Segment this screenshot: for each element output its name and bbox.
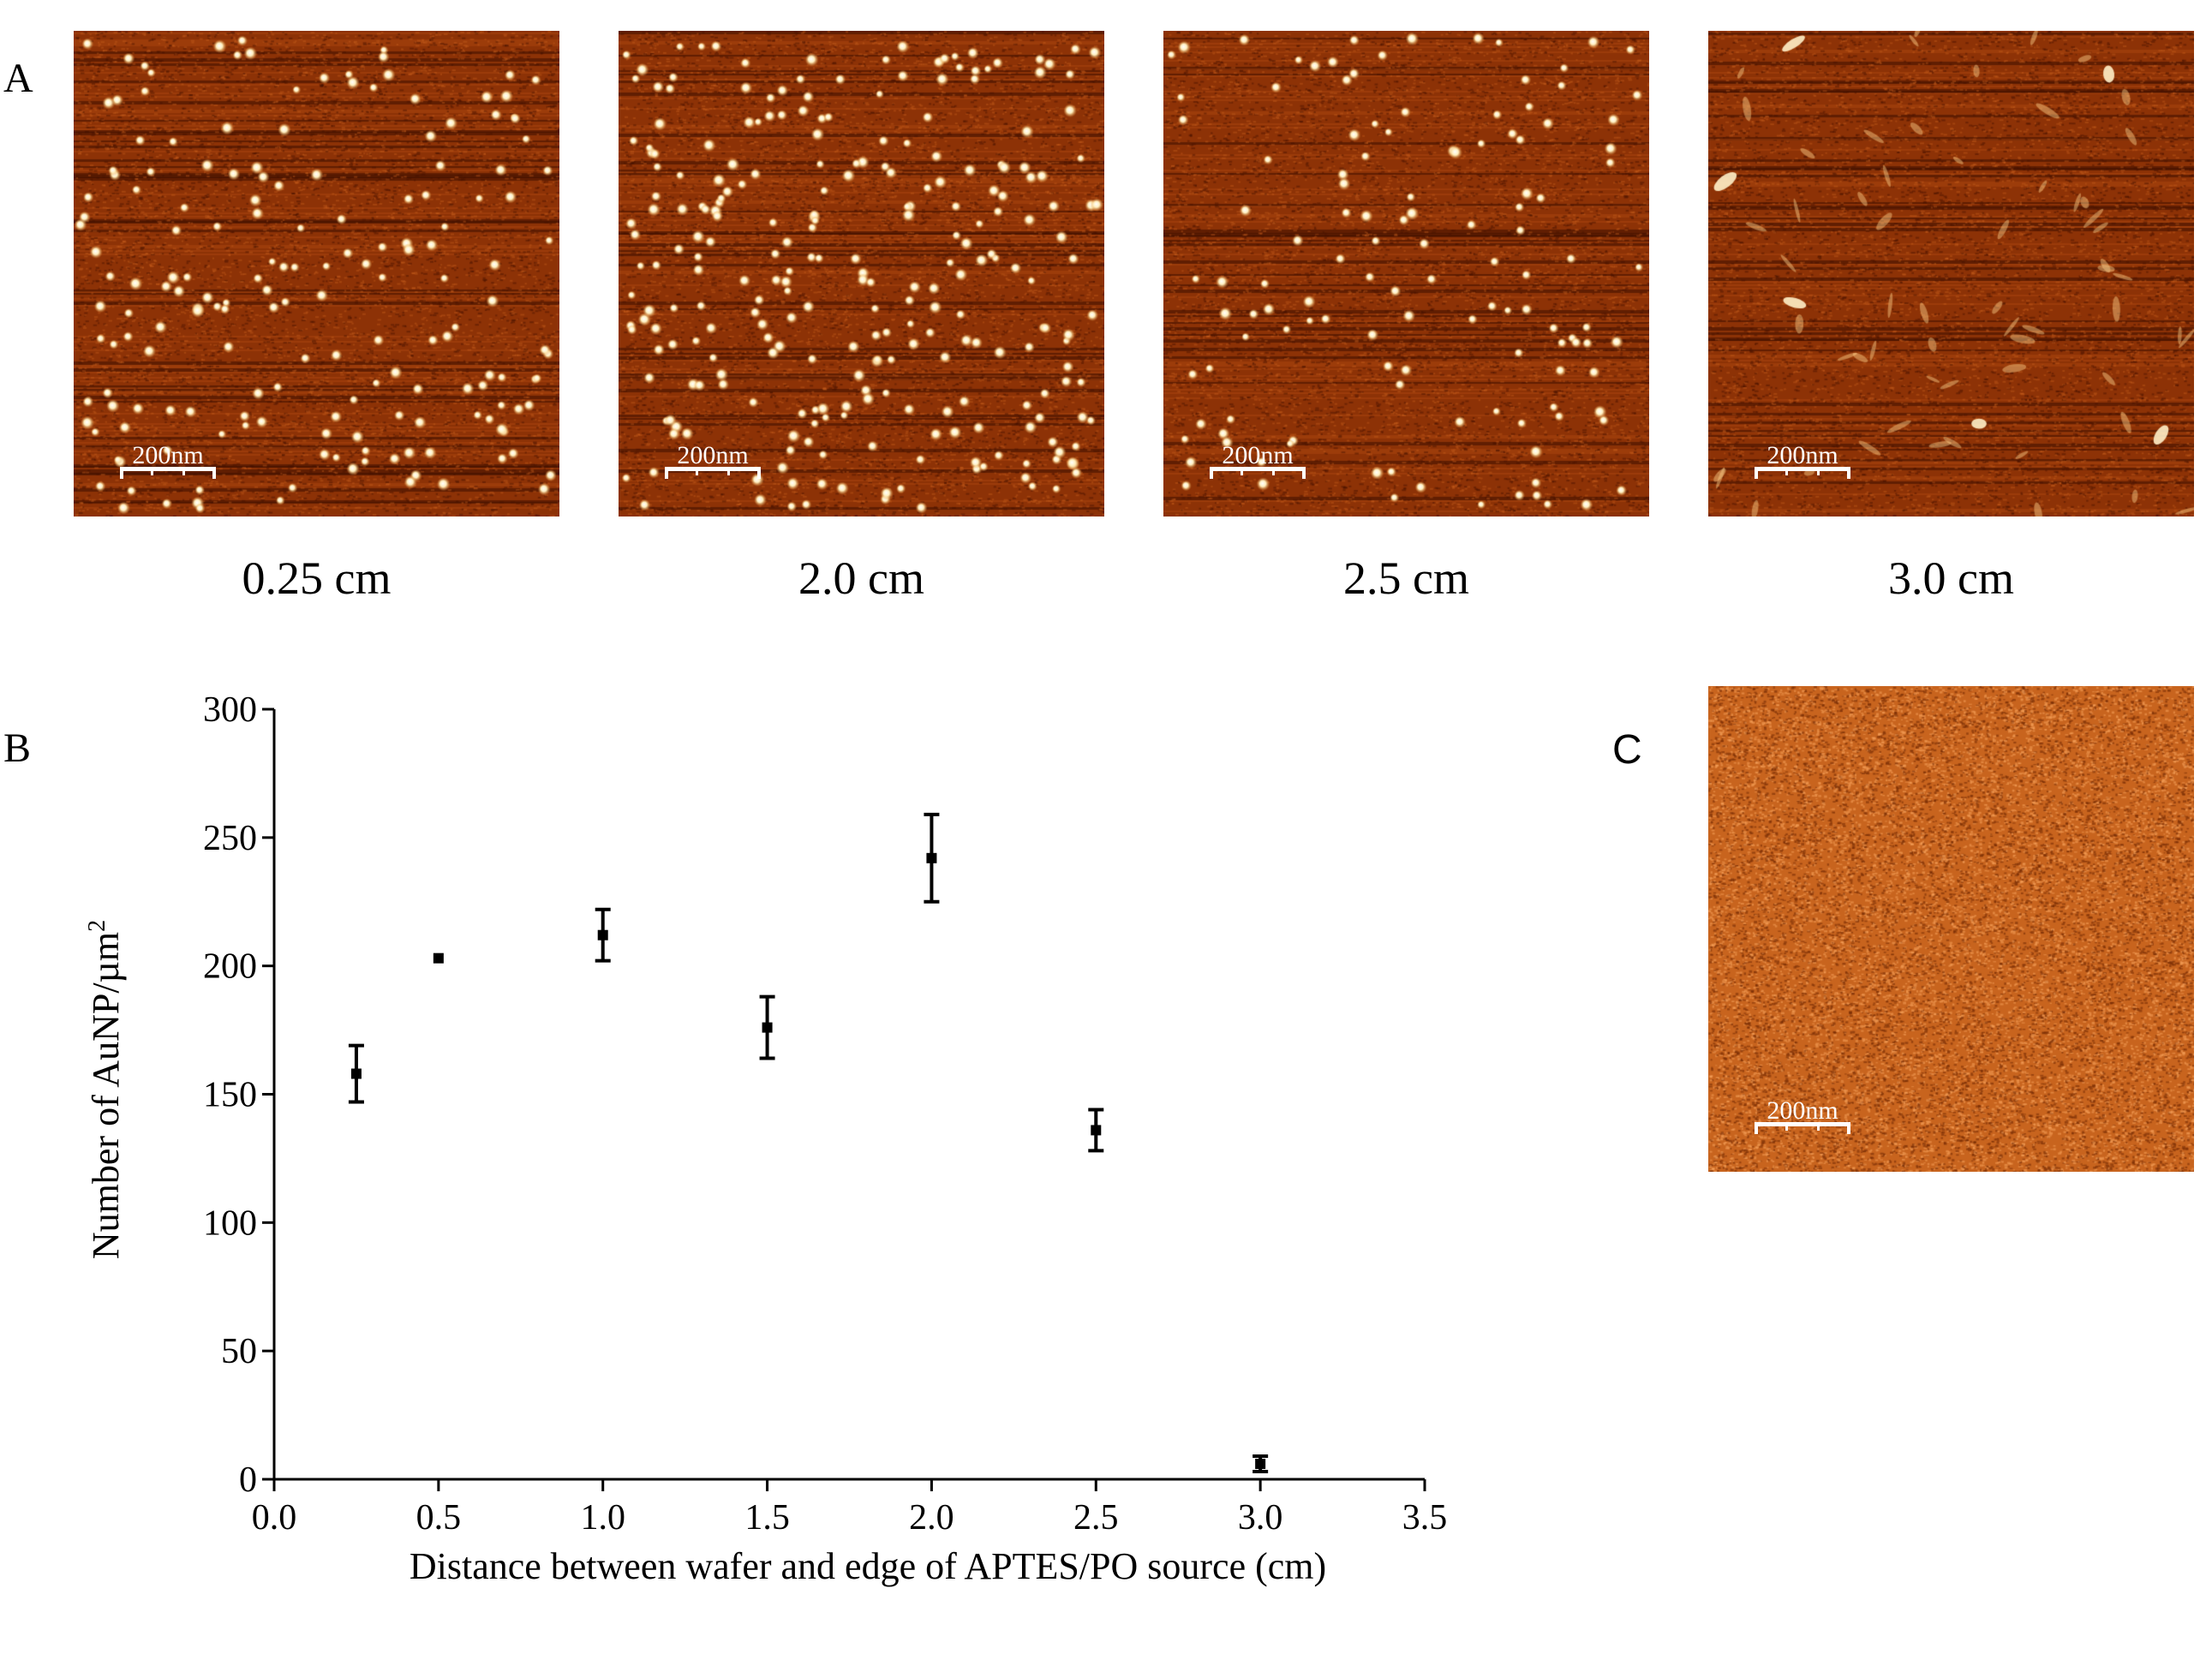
x-tick-label: 1.5 (744, 1498, 790, 1538)
chart-axes (262, 708, 1426, 1491)
afm-image-3-0cm: 200nm (1708, 31, 2194, 517)
x-axis-label: Distance between wafer and edge of APTES… (410, 1545, 1326, 1587)
afm-image-control: 200nm (1708, 686, 2194, 1172)
x-tick-label: 3.0 (1238, 1498, 1283, 1538)
scale-bar-label: 200nm (132, 441, 204, 469)
point-marker (597, 929, 608, 940)
scale-bar: 200nm (665, 443, 761, 479)
x-tick-label: 3.5 (1402, 1498, 1448, 1538)
afm-surface (1163, 31, 1649, 517)
panel-label-a: A (3, 56, 33, 101)
y-axis-label-text: Number of AuNP/µm (85, 932, 127, 1259)
y-tick-label: 200 (203, 947, 257, 987)
y-tick-label: 50 (221, 1332, 257, 1371)
afm-image-2-0cm: 200nm (619, 31, 1104, 517)
data-point (1088, 1108, 1104, 1153)
scale-bar: 200nm (120, 443, 216, 479)
aunp-density-chart: 0 50 100 150 200 250 300 0.0 0.5 1.0 1.5 2.0 2.5 3.0 3… (84, 690, 1447, 1587)
panel-label-c: C (1612, 727, 1642, 773)
point-marker (926, 852, 937, 863)
point-marker (350, 1068, 362, 1079)
afm-surface (1708, 686, 2194, 1172)
y-tick-label: 150 (203, 1076, 257, 1115)
scale-bar-line (1755, 467, 1850, 479)
scale-bar-label: 200nm (1222, 441, 1294, 469)
afm-surface (619, 31, 1104, 517)
data-point (433, 952, 444, 964)
data-point (1252, 1454, 1269, 1474)
afm-image-2-5cm: 200nm (1163, 31, 1649, 517)
point-marker (762, 1022, 773, 1033)
x-tick-label: 1.0 (580, 1498, 625, 1538)
x-tick-label: 0.0 (252, 1498, 297, 1538)
point-marker (1255, 1459, 1266, 1470)
scale-bar: 200nm (1755, 1098, 1850, 1134)
chart-data-points (348, 812, 1269, 1474)
afm-caption: 0.25 cm (242, 552, 392, 604)
afm-surface (74, 31, 559, 517)
chart-tick-labels: 0 50 100 150 200 250 300 0.0 0.5 1.0 1.5 2.0 2.5 3.0 3… (203, 690, 1447, 1538)
scale-bar-line (665, 467, 761, 479)
y-tick-label: 250 (203, 819, 257, 858)
data-point (595, 907, 611, 963)
scale-bar-label: 200nm (1767, 1096, 1838, 1125)
afm-caption: 3.0 cm (1888, 552, 2014, 604)
y-tick-label: 100 (203, 1203, 257, 1243)
afm-caption: 2.0 cm (798, 552, 924, 604)
afm-surface (1708, 31, 2194, 517)
scale-bar-label: 200nm (1767, 441, 1838, 469)
data-point (348, 1043, 364, 1104)
scale-bar-line (1755, 1122, 1850, 1134)
y-tick-label: 0 (239, 1460, 257, 1500)
scale-bar: 200nm (1755, 443, 1850, 479)
point-marker (433, 952, 444, 964)
data-point (759, 994, 775, 1060)
afm-caption: 2.5 cm (1343, 552, 1469, 604)
data-point (924, 812, 940, 904)
scale-bar-line (120, 467, 216, 479)
y-axis-label-superscript: 2 (84, 920, 111, 932)
scale-bar: 200nm (1210, 443, 1306, 479)
y-axis-label: Number of AuNP/µm2 (84, 920, 127, 1259)
y-tick-label: 300 (203, 690, 257, 730)
scale-bar-label: 200nm (677, 441, 749, 469)
x-tick-label: 2.5 (1073, 1498, 1119, 1538)
afm-image-0-25cm: 200nm (74, 31, 559, 517)
x-tick-label: 0.5 (416, 1498, 462, 1538)
point-marker (1091, 1125, 1102, 1136)
x-tick-label: 2.0 (909, 1498, 954, 1538)
panel-label-b: B (3, 726, 32, 771)
scale-bar-line (1210, 467, 1306, 479)
